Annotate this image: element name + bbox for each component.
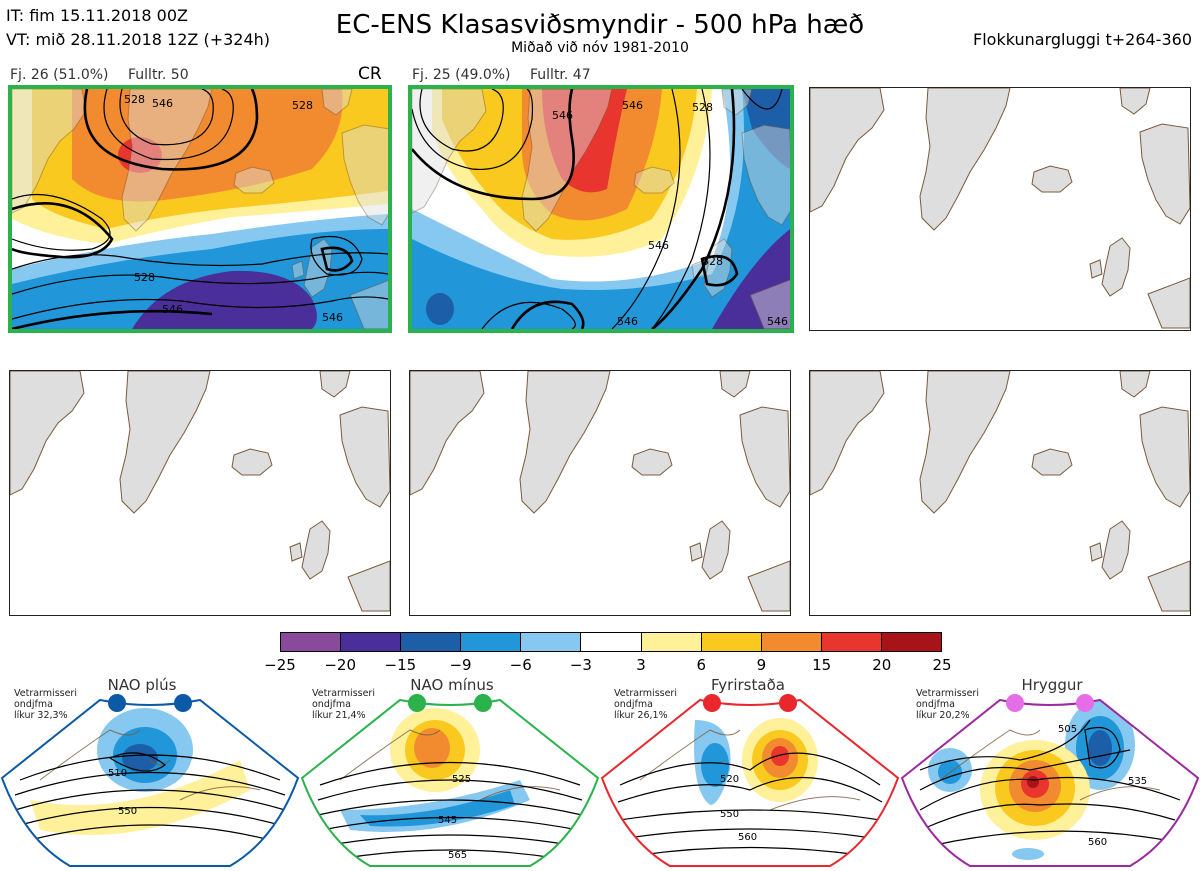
cluster-1-tag: CR	[358, 64, 382, 84]
regime-4-marker	[1076, 694, 1094, 712]
cluster-1-contour-label: 546	[322, 311, 343, 324]
cluster-1-contour-label: 528	[134, 271, 155, 284]
colorbar-swatch	[701, 633, 762, 651]
regime-2-note: Vetrarmisseri ondjfma líkur 21,4%	[312, 688, 375, 721]
regime-1-name: NAO plús	[107, 676, 177, 694]
colorbar-swatch	[821, 633, 882, 651]
cluster-1-representative: Fulltr. 50	[128, 67, 189, 83]
cluster-2-contour-label: 546	[767, 315, 788, 328]
regime-1-contour-label: 510	[108, 768, 127, 779]
colorbar-swatch	[401, 633, 462, 651]
colorbar-tick: 6	[696, 656, 707, 674]
cluster-1-anomaly-plot: 528 546 528 528 546 546	[12, 89, 388, 329]
regime-4-note: Vetrarmisseri ondjfma líkur 20,2%	[916, 688, 979, 721]
cluster-2-anomaly-plot: 546 546 528 546 546 528 546	[412, 89, 790, 329]
regime-2-map: 525 545 565	[300, 694, 600, 867]
colorbar-swatch	[341, 633, 402, 651]
cluster-2-contour-label: 528	[692, 101, 713, 114]
empty-map-panel	[9, 370, 391, 616]
regime-1-marker	[174, 694, 192, 712]
colorbar-tick: −20	[324, 656, 356, 674]
initial-time: IT: fim 15.11.2018 00Z	[6, 6, 188, 25]
regime-3-map: 520 550 560	[600, 694, 900, 867]
cluster-1-contour-label: 546	[152, 97, 173, 110]
regime-3-contour-label: 520	[720, 774, 739, 785]
colorbar-tick: 3	[636, 656, 646, 674]
regime-1-note: Vetrarmisseri ondjfma líkur 32,3%	[14, 688, 77, 721]
cluster-1-contour-label: 528	[292, 99, 313, 112]
cluster-2-representative: Fulltr. 47	[530, 67, 591, 83]
cluster-2-map[interactable]: 546 546 528 546 546 528 546	[408, 85, 794, 333]
colorbar-swatch	[521, 633, 582, 651]
empty-map-panel	[809, 87, 1191, 331]
regime-2-contour-label: 525	[452, 774, 471, 785]
regime-4-contour-label: 535	[1128, 776, 1147, 787]
classification-window: Flokkunargluggi t+264-360	[973, 30, 1192, 49]
colorbar-swatch	[281, 633, 342, 651]
colorbar-swatch	[761, 633, 822, 651]
colorbar-tick: 15	[812, 656, 832, 674]
regime-3-contour-label: 550	[720, 809, 739, 820]
cluster-1-label: Fj. 26 (51.0%)	[10, 67, 109, 83]
regime-3-marker	[703, 694, 721, 712]
cluster-2-contour-label: 528	[702, 255, 723, 268]
colorbar-swatch	[641, 633, 702, 651]
regime-2-contour-label: 545	[438, 815, 457, 826]
colorbar-swatch	[881, 633, 942, 651]
regime-3-note: Vetrarmisseri ondjfma líkur 26,1%	[614, 688, 677, 721]
regime-1-contour-label: 550	[118, 806, 137, 817]
regime-2-name: NAO mínus	[410, 676, 494, 694]
regime-4-contour-label: 560	[1088, 837, 1107, 848]
cluster-2-contour-label: 546	[622, 99, 643, 112]
colorbar-swatch	[461, 633, 522, 651]
regime-4-name: Hryggur	[1021, 676, 1083, 694]
empty-map-panel	[809, 370, 1191, 616]
cluster-2-contour-label: 546	[617, 315, 638, 328]
cluster-2-label: Fj. 25 (49.0%)	[412, 67, 511, 83]
regime-4-marker	[1006, 694, 1024, 712]
cluster-2-contour-label: 546	[648, 239, 669, 252]
regime-1-marker	[108, 694, 126, 712]
regime-3-marker	[779, 694, 797, 712]
cluster-1-contour-label: 528	[124, 93, 145, 106]
colorbar-tick: 9	[756, 656, 767, 674]
regime-2-contour-label: 565	[448, 850, 467, 861]
colorbar-tick: −9	[449, 656, 472, 674]
regime-4-map: 505 535 560	[900, 694, 1200, 867]
colorbar-tick: −6	[509, 656, 532, 674]
regime-2-marker	[408, 694, 426, 712]
colorbar-tick: 25	[932, 656, 952, 674]
regime-2-marker	[474, 694, 492, 712]
colorbar-tick: −3	[569, 656, 592, 674]
regime-4-contour-label: 505	[1058, 724, 1077, 735]
colorbar-tick: −25	[264, 656, 296, 674]
valid-time: VT: mið 28.11.2018 12Z (+324h)	[6, 30, 271, 49]
cluster-2-contour-label: 546	[552, 109, 573, 122]
page-subtitle: Miðað við nóv 1981-2010	[511, 40, 689, 56]
colorbar-tick: −15	[384, 656, 417, 674]
page-title: EC-ENS Klasasviðsmyndir - 500 hPa hæð	[335, 10, 865, 40]
regime-1-map: 510 550	[0, 694, 300, 867]
cluster-1-map[interactable]: 528 546 528 528 546 546	[8, 85, 392, 333]
regime-3-name: Fyrirstaða	[711, 676, 785, 694]
cluster-1-contour-label: 546	[162, 303, 183, 316]
colorbar-tick: 20	[872, 656, 892, 674]
regime-3-contour-label: 560	[738, 832, 757, 843]
anomaly-colorbar	[280, 632, 942, 652]
colorbar-swatch	[581, 633, 642, 651]
empty-map-panel	[409, 370, 791, 616]
